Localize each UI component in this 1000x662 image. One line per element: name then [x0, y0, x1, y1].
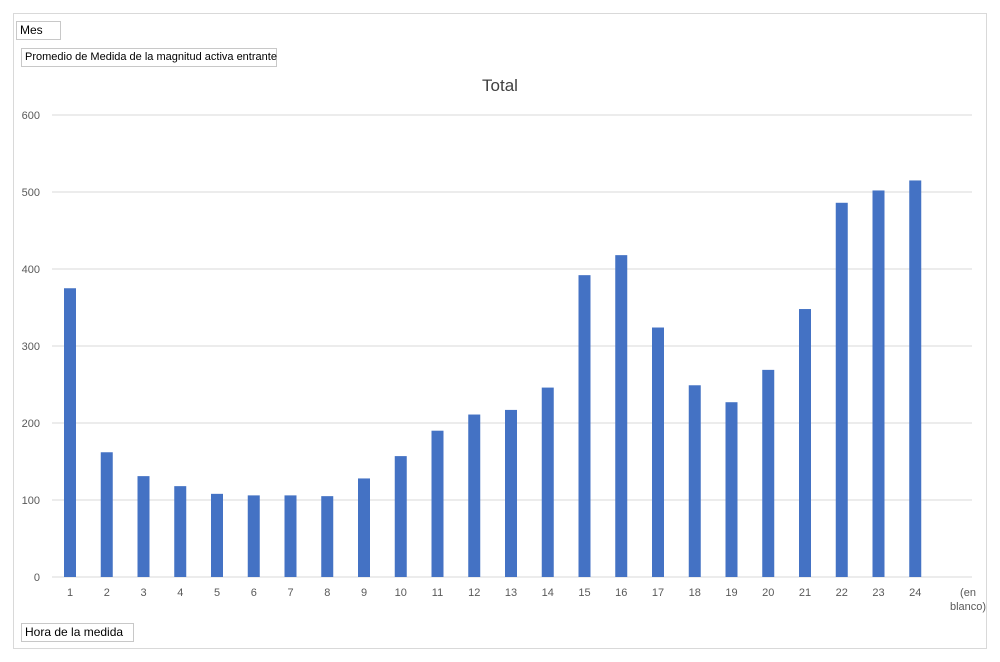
value-field-button[interactable]: Promedio de Medida de la magnitud activa… — [21, 48, 277, 67]
x-tick-label: 1 — [67, 587, 73, 599]
bar[interactable] — [578, 275, 591, 577]
bar[interactable] — [468, 414, 481, 577]
bar[interactable] — [615, 255, 628, 577]
x-tick-label: 18 — [689, 587, 701, 599]
x-tick-label: 24 — [909, 587, 921, 599]
x-tick-label: 20 — [762, 587, 774, 599]
y-tick-label: 0 — [34, 572, 40, 584]
chart-title: Total — [482, 76, 518, 95]
bar[interactable] — [799, 309, 811, 577]
x-tick-label: 12 — [468, 587, 480, 599]
bar[interactable] — [652, 327, 664, 577]
x-tick-label: (en blanco) — [950, 587, 986, 613]
bar[interactable] — [137, 476, 150, 577]
x-tick-label: 5 — [214, 587, 220, 599]
x-tick-label: 23 — [872, 587, 884, 599]
bar[interactable] — [762, 369, 775, 577]
x-tick-label: 22 — [836, 587, 848, 599]
bar[interactable] — [174, 486, 187, 577]
bar[interactable] — [358, 478, 370, 577]
y-tick-label: 500 — [22, 187, 40, 199]
bar[interactable] — [211, 493, 223, 577]
x-tick-label: 10 — [395, 587, 407, 599]
x-tick-label: 11 — [432, 587, 443, 599]
x-tick-label: 13 — [505, 587, 517, 599]
bar[interactable] — [64, 288, 76, 577]
x-tick-label: 15 — [578, 587, 590, 599]
y-tick-label: 100 — [22, 495, 40, 507]
x-tick-label: 6 — [251, 587, 257, 599]
bar[interactable] — [909, 180, 922, 577]
y-tick-label: 300 — [22, 341, 40, 353]
bar[interactable] — [100, 452, 113, 577]
bar[interactable] — [431, 430, 444, 577]
axis-field-button[interactable]: Hora de la medida — [21, 623, 134, 642]
x-tick-label: 21 — [799, 587, 811, 599]
bar[interactable] — [541, 387, 554, 577]
y-tick-label: 200 — [22, 418, 40, 430]
x-tick-label: 7 — [287, 587, 293, 599]
x-tick-label: 9 — [361, 587, 367, 599]
x-tick-label: 3 — [140, 587, 146, 599]
y-tick-label: 600 — [22, 110, 40, 122]
bar[interactable] — [725, 402, 738, 577]
bar[interactable] — [872, 190, 885, 577]
x-tick-label: 16 — [615, 587, 627, 599]
x-tick-label: 4 — [177, 587, 183, 599]
column-field-button[interactable]: Mes — [16, 21, 61, 40]
bar[interactable] — [284, 495, 297, 577]
bar[interactable] — [394, 456, 407, 577]
x-tick-label: 2 — [104, 587, 110, 599]
bar[interactable] — [835, 202, 848, 577]
y-tick-label: 400 — [22, 264, 40, 276]
bar[interactable] — [321, 496, 334, 577]
x-tick-label: 14 — [542, 587, 554, 599]
x-tick-label: 19 — [725, 587, 737, 599]
bar[interactable] — [688, 385, 701, 577]
bar[interactable] — [247, 495, 260, 577]
x-tick-label: 17 — [652, 587, 664, 599]
bar[interactable] — [505, 409, 517, 577]
x-tick-label: 8 — [324, 587, 330, 599]
